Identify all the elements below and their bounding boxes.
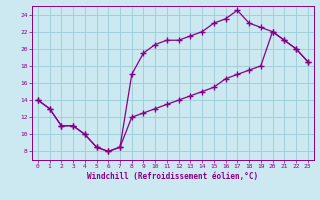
X-axis label: Windchill (Refroidissement éolien,°C): Windchill (Refroidissement éolien,°C) bbox=[87, 172, 258, 181]
